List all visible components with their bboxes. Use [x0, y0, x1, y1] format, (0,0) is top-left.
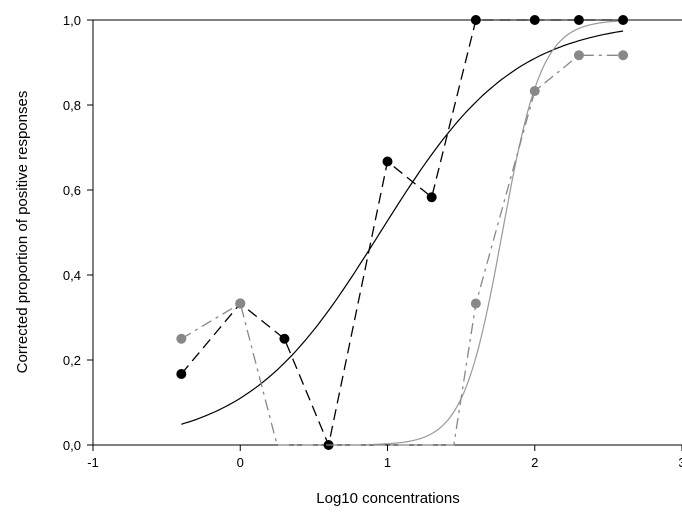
y-tick-label: 1,0: [63, 13, 81, 28]
y-tick-label: 0,2: [63, 353, 81, 368]
series-1-point: [618, 15, 629, 25]
fitted-curve-2: [372, 20, 624, 445]
series-1-point: [529, 15, 540, 25]
series-2-point: [529, 85, 540, 96]
x-tick-label: -1: [87, 455, 99, 470]
series-1-point: [382, 156, 393, 167]
series-1-point: [279, 333, 290, 344]
y-tick-label: 0,8: [63, 98, 81, 113]
series-1-line: [180, 19, 624, 448]
x-tick-label: 3: [678, 455, 682, 470]
axis-labels: Log10 concentrations Corrected proportio…: [14, 91, 460, 507]
fitted-curves: [181, 20, 624, 445]
data-series: [176, 15, 629, 450]
series-2-line: [180, 54, 624, 446]
x-axis-title: Log10 concentrations: [316, 490, 459, 507]
y-tick-label: 0,4: [63, 268, 81, 283]
series-2-point: [470, 298, 481, 309]
series-1-point: [573, 15, 584, 25]
x-tick-label: 0: [237, 455, 244, 470]
series-1-point: [426, 192, 437, 203]
y-tick-label: 0,0: [63, 438, 81, 453]
series-2-point: [176, 333, 187, 344]
series-2-point: [573, 50, 584, 61]
y-tick-label: 0,6: [63, 183, 81, 198]
series-2-point: [618, 50, 629, 61]
x-tick-label: 2: [531, 455, 538, 470]
x-tick-label: 1: [384, 455, 391, 470]
y-axis-title: Corrected proportion of positive respons…: [14, 91, 31, 374]
series-1-point: [470, 15, 481, 25]
series-2-point: [235, 298, 246, 309]
series-1-point: [176, 369, 187, 380]
fitted-curve-1: [181, 30, 624, 425]
axes: 0,0 0,2 0,4 0,6 0,8 1,0 -1 0 1 2 3: [63, 13, 682, 470]
